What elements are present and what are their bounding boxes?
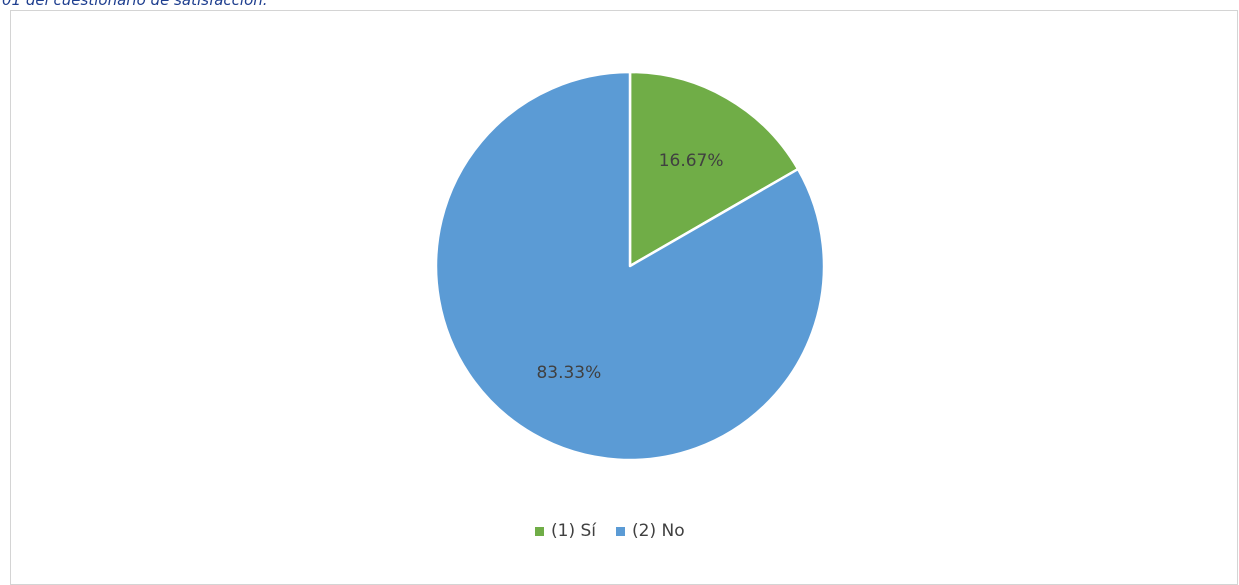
- legend-swatch-si: [535, 526, 544, 536]
- legend-swatch-no: [616, 526, 625, 536]
- chart-legend: (1) Sí (2) No: [535, 521, 705, 541]
- pie-slice-no: [434, 70, 826, 462]
- data-label-si: 16.67%: [659, 151, 724, 171]
- legend-item-si: (1) Sí: [535, 521, 596, 541]
- legend-item-no: (2) No: [616, 521, 685, 541]
- pie-slice-si: [628, 70, 800, 268]
- legend-label-no: (2) No: [632, 521, 685, 541]
- legend-label-si: (1) Sí: [551, 521, 596, 541]
- chart-caption: 01 del cuestionario de satisfacción.: [2, 0, 268, 9]
- data-label-no: 83.33%: [536, 363, 601, 383]
